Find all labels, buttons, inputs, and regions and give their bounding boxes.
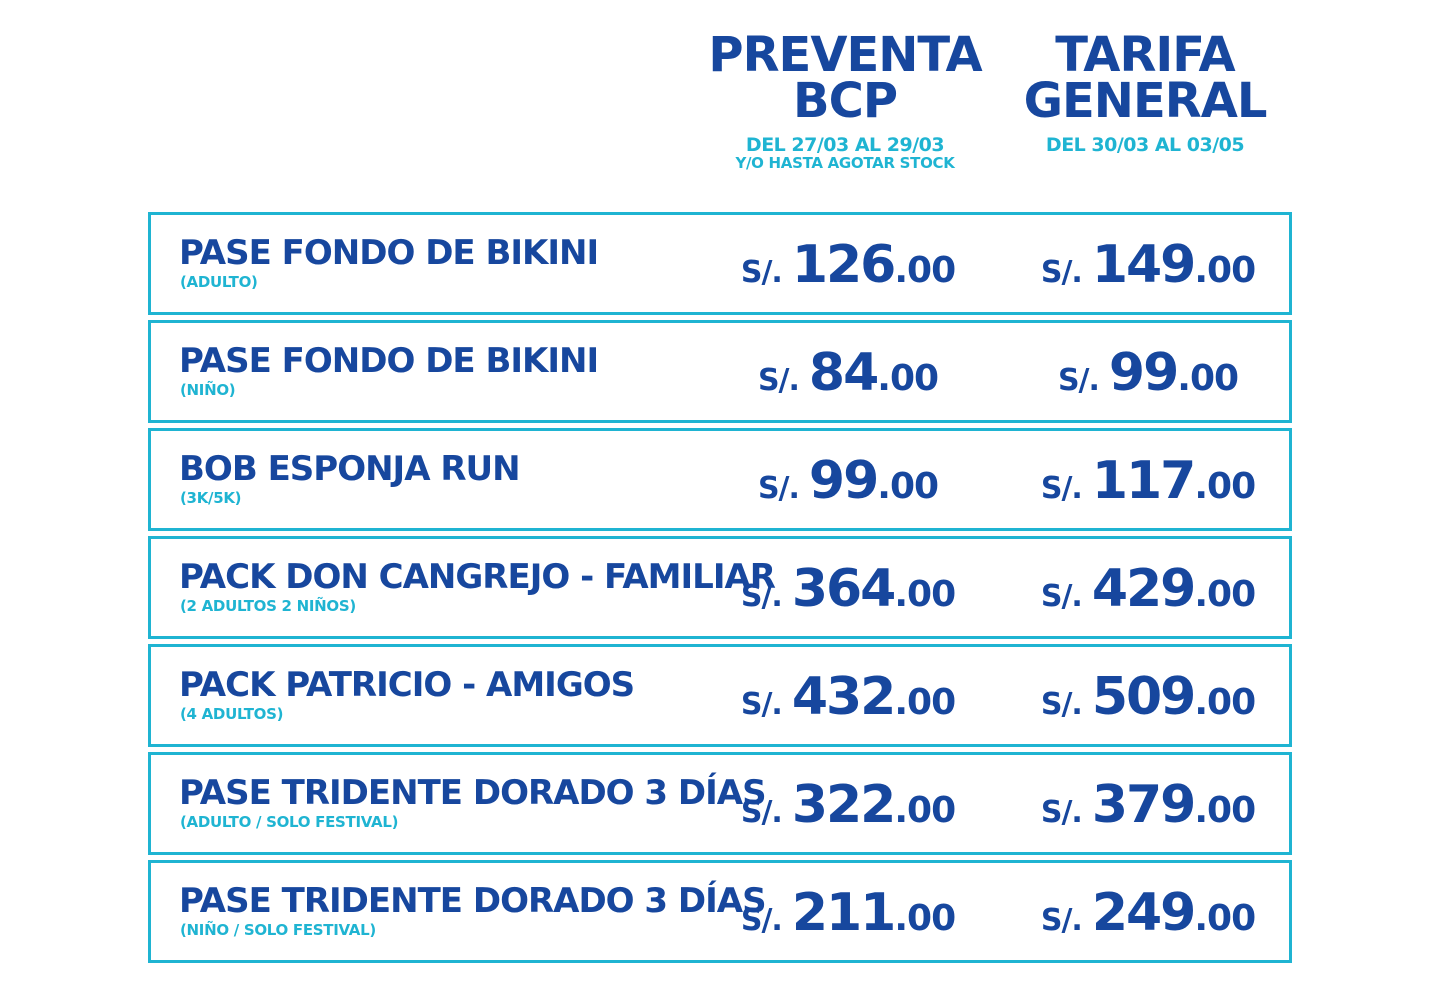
table-row: PASE TRIDENTE DORADO 3 DÍAS (NIÑO / SOLO … xyxy=(148,860,1292,963)
ticket-name: PACK DON CANGREJO - FAMILIAR xyxy=(179,557,776,597)
currency-symbol: S/. xyxy=(1040,579,1083,614)
price-decimals: .00 xyxy=(894,682,956,723)
price-decimals: .00 xyxy=(894,898,956,939)
price-integer: 117 xyxy=(1091,451,1197,511)
tarifa-header: TARIFA GENERAL DEL 30/03 AL 03/05 xyxy=(1000,27,1290,156)
price-integer: 322 xyxy=(791,775,897,835)
price-integer: 99 xyxy=(1108,343,1179,403)
currency-symbol: S/. xyxy=(740,579,783,614)
ticket-note: (2 ADULTOS 2 NIÑOS) xyxy=(180,597,356,615)
currency-symbol: S/. xyxy=(1040,903,1083,938)
price-integer: 509 xyxy=(1091,667,1197,727)
preventa-title-line1: PREVENTA xyxy=(708,27,982,83)
preventa-header: PREVENTA BCP DEL 27/03 AL 29/03 Y/O HAST… xyxy=(700,27,990,172)
price-integer: 211 xyxy=(791,883,897,943)
ticket-name: PASE TRIDENTE DORADO 3 DÍAS xyxy=(179,881,767,921)
ticket-note: (4 ADULTOS) xyxy=(180,705,284,723)
tarifa-price: S/. 149.00 xyxy=(1003,235,1293,295)
preventa-subnote: Y/O HASTA AGOTAR STOCK xyxy=(735,154,955,172)
preventa-price: S/. 99.00 xyxy=(703,451,993,511)
price-integer: 126 xyxy=(791,235,897,295)
currency-symbol: S/. xyxy=(1040,471,1083,506)
tarifa-price: S/. 379.00 xyxy=(1003,775,1293,835)
preventa-price: S/. 84.00 xyxy=(703,343,993,403)
ticket-name: PASE FONDO DE BIKINI xyxy=(179,233,599,273)
preventa-price: S/. 364.00 xyxy=(703,559,993,619)
ticket-note: (NIÑO) xyxy=(180,381,236,399)
price-decimals: .00 xyxy=(1194,466,1256,507)
currency-symbol: S/. xyxy=(1040,687,1083,722)
currency-symbol: S/. xyxy=(740,795,783,830)
table-row: PACK PATRICIO - AMIGOS (4 ADULTOS) S/. 432.… xyxy=(148,644,1292,747)
table-row: PASE FONDO DE BIKINI (NIÑO) S/. 84.00 S/. 99.… xyxy=(148,320,1292,423)
table-row: PASE TRIDENTE DORADO 3 DÍAS (ADULTO / SOL… xyxy=(148,752,1292,855)
tarifa-price: S/. 99.00 xyxy=(1003,343,1293,403)
ticket-name: PASE FONDO DE BIKINI xyxy=(179,341,599,381)
price-integer: 249 xyxy=(1091,883,1197,943)
preventa-title-line2: BCP xyxy=(793,73,898,129)
currency-symbol: S/. xyxy=(757,471,800,506)
tarifa-price: S/. 509.00 xyxy=(1003,667,1293,727)
currency-symbol: S/. xyxy=(740,687,783,722)
currency-symbol: S/. xyxy=(1057,363,1100,398)
table-row: BOB ESPONJA RUN (3K/5K) S/. 99.00 S/. 117.00 xyxy=(148,428,1292,531)
price-decimals: .00 xyxy=(1194,898,1256,939)
price-decimals: .00 xyxy=(894,250,956,291)
table-row: PASE FONDO DE BIKINI (ADULTO) S/. 126.00 S/.… xyxy=(148,212,1292,315)
ticket-note: (ADULTO) xyxy=(180,273,258,291)
price-table: PASE FONDO DE BIKINI (ADULTO) S/. 126.00 S/.… xyxy=(148,212,1292,968)
price-decimals: .00 xyxy=(877,358,939,399)
table-row: PACK DON CANGREJO - FAMILIAR (2 ADULTOS 2… xyxy=(148,536,1292,639)
price-decimals: .00 xyxy=(1194,574,1256,615)
price-integer: 429 xyxy=(1091,559,1197,619)
currency-symbol: S/. xyxy=(740,255,783,290)
preventa-price: S/. 322.00 xyxy=(703,775,993,835)
price-decimals: .00 xyxy=(894,574,956,615)
tarifa-title-line1: TARIFA xyxy=(1055,27,1235,83)
tarifa-price: S/. 249.00 xyxy=(1003,883,1293,943)
price-decimals: .00 xyxy=(877,466,939,507)
price-decimals: .00 xyxy=(1194,790,1256,831)
ticket-note: (NIÑO / SOLO FESTIVAL) xyxy=(180,921,376,939)
price-decimals: .00 xyxy=(1194,250,1256,291)
tarifa-date: DEL 30/03 AL 03/05 xyxy=(1045,134,1245,156)
price-decimals: .00 xyxy=(1194,682,1256,723)
tarifa-price: S/. 117.00 xyxy=(1003,451,1293,511)
price-integer: 99 xyxy=(808,451,879,511)
price-integer: 432 xyxy=(791,667,897,727)
ticket-name: BOB ESPONJA RUN xyxy=(179,449,521,489)
price-integer: 379 xyxy=(1091,775,1197,835)
price-integer: 149 xyxy=(1091,235,1197,295)
price-decimals: .00 xyxy=(1177,358,1239,399)
currency-symbol: S/. xyxy=(740,903,783,938)
preventa-date: DEL 27/03 AL 29/03 xyxy=(745,134,945,156)
price-integer: 84 xyxy=(808,343,879,403)
preventa-price: S/. 126.00 xyxy=(703,235,993,295)
currency-symbol: S/. xyxy=(757,363,800,398)
preventa-price: S/. 432.00 xyxy=(703,667,993,727)
ticket-name: PASE TRIDENTE DORADO 3 DÍAS xyxy=(179,773,767,813)
currency-symbol: S/. xyxy=(1040,255,1083,290)
ticket-note: (3K/5K) xyxy=(180,489,242,507)
tarifa-title-line2: GENERAL xyxy=(1023,73,1268,129)
ticket-name: PACK PATRICIO - AMIGOS xyxy=(179,665,635,705)
currency-symbol: S/. xyxy=(1040,795,1083,830)
ticket-note: (ADULTO / SOLO FESTIVAL) xyxy=(180,813,399,831)
preventa-price: S/. 211.00 xyxy=(703,883,993,943)
price-decimals: .00 xyxy=(894,790,956,831)
tarifa-price: S/. 429.00 xyxy=(1003,559,1293,619)
price-integer: 364 xyxy=(791,559,897,619)
